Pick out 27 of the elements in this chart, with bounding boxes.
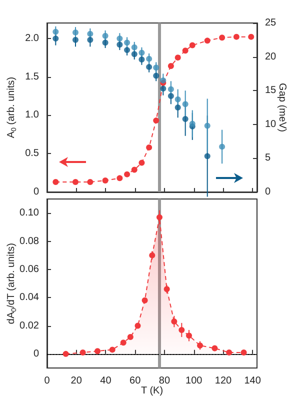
x-tick-label: 0 (44, 376, 50, 386)
y-tick-label: 0.04 (20, 292, 40, 304)
x-tick-label: 100 (186, 376, 203, 386)
y-tick-label: 1.0 (25, 110, 40, 121)
x-tick-label: 80 (158, 376, 170, 386)
x-tick-label: 60 (130, 376, 142, 386)
y-tick-label: 0 (33, 348, 40, 360)
y-tick-label: 0.02 (20, 320, 40, 332)
y-tick-label: 0.5 (25, 148, 40, 160)
y2-tick-label: 15 (265, 85, 277, 96)
x-tick-label: 120 (214, 376, 232, 386)
y2-axis-title: Gap (meV) (276, 83, 288, 132)
y2-tick-label: 10 (265, 118, 277, 130)
x-tick-label: 140 (244, 376, 262, 386)
x-tick-label: 20 (70, 376, 82, 386)
y-tick-label: 0.08 (20, 236, 40, 247)
y2-tick-label: 20 (265, 51, 277, 62)
y-tick-label: 0 (33, 186, 40, 198)
y-tick-label: 0.06 (20, 264, 40, 275)
y2-tick-label: 0 (265, 186, 271, 198)
y-tick-label: 0.10 (20, 208, 40, 219)
x-axis-title: T (K) (140, 386, 164, 396)
x-tick-label: 40 (100, 376, 112, 386)
y-tick-label: 1.5 (25, 71, 40, 82)
y2-tick-label: 5 (265, 152, 271, 164)
y2-tick-label: 25 (265, 18, 277, 28)
y-tick-label: 2.0 (25, 32, 40, 44)
